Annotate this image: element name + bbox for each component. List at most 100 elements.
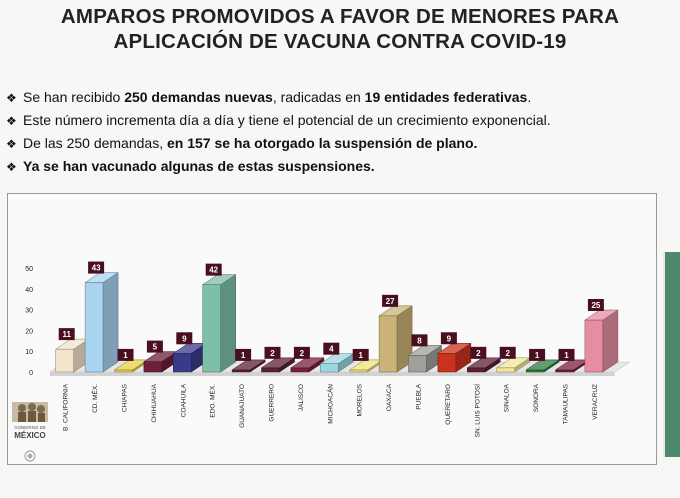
data-label: 4 bbox=[329, 345, 334, 354]
data-label-box bbox=[293, 346, 310, 359]
bar-front bbox=[55, 348, 74, 373]
bar-front bbox=[496, 367, 515, 373]
category-label: GUERRERO bbox=[269, 384, 276, 422]
bar-front bbox=[555, 369, 574, 373]
bar-front bbox=[143, 361, 163, 373]
diamond-bullet-icon: ❖ bbox=[6, 91, 17, 105]
category-label: SN. LUIS POTOSÍ bbox=[472, 384, 481, 438]
chart-frame: 0 10 20 30 40 50 11 B. CALIFORNIA 43 CD. MÉX. 1 CHI… bbox=[7, 193, 657, 465]
data-label-box bbox=[88, 261, 105, 274]
data-label: 2 bbox=[476, 349, 481, 358]
data-label-box bbox=[205, 263, 222, 276]
bar-front bbox=[261, 367, 280, 373]
data-label: 9 bbox=[447, 334, 452, 343]
data-label: 11 bbox=[62, 330, 71, 339]
diamond-bullet-icon: ❖ bbox=[6, 137, 17, 151]
category-label: CHIHUAHUA bbox=[151, 383, 158, 422]
bar-top bbox=[231, 359, 266, 371]
bar-front bbox=[320, 363, 339, 373]
y-tick-label: 20 bbox=[25, 328, 33, 335]
category-label: VERACRUZ bbox=[592, 384, 599, 420]
data-label-box bbox=[235, 348, 252, 361]
data-label-box bbox=[587, 299, 604, 311]
y-tick-label: 40 bbox=[25, 287, 33, 294]
bar-front bbox=[467, 367, 486, 373]
data-label: 1 bbox=[123, 351, 128, 360]
data-label-box bbox=[499, 346, 516, 359]
data-label-box bbox=[529, 348, 546, 361]
bar-side bbox=[102, 272, 119, 373]
data-label: 2 bbox=[270, 349, 275, 358]
bar-front bbox=[408, 355, 427, 373]
chart-floor-edge bbox=[50, 372, 615, 376]
bar-front bbox=[114, 369, 133, 373]
category-label: SINALOA bbox=[504, 383, 511, 412]
bullet-list: ❖ Se han recibido 250 demandas nuevas, ra… bbox=[6, 86, 676, 178]
data-label-box bbox=[58, 328, 75, 341]
category-label: JALISCO bbox=[298, 384, 305, 411]
bar-front bbox=[202, 284, 221, 373]
side-panel bbox=[665, 252, 680, 457]
bar-front bbox=[231, 369, 251, 373]
category-label: B. CALIFORNIA bbox=[63, 383, 70, 431]
data-label: 9 bbox=[182, 334, 187, 343]
bar-top bbox=[201, 274, 237, 285]
bar-top bbox=[378, 305, 413, 317]
bar-top bbox=[84, 272, 119, 283]
slide-title: AMPAROS PROMOVIDOS A FAVOR DE MENORES PA… bbox=[0, 4, 680, 54]
data-label: 1 bbox=[535, 351, 540, 360]
category-label: SONORA bbox=[533, 383, 540, 412]
data-label-box bbox=[440, 332, 457, 345]
data-label-box bbox=[117, 348, 134, 361]
bar-front bbox=[584, 319, 604, 373]
category-label: COAHUILA bbox=[180, 383, 187, 417]
category-label: MORELOS bbox=[357, 383, 364, 416]
bar-top bbox=[584, 309, 619, 321]
bar-front bbox=[290, 367, 310, 373]
data-label-box bbox=[323, 342, 340, 355]
category-label: GUANAJUATO bbox=[239, 384, 246, 428]
y-tick-label: 0 bbox=[29, 370, 33, 377]
bar-front bbox=[173, 353, 192, 373]
data-label-box bbox=[470, 346, 487, 359]
slide-title-line2: APLICACIÓN DE VACUNA CONTRA COVID-19 bbox=[113, 30, 567, 53]
data-label-box bbox=[264, 346, 281, 359]
category-label: CHIAPAS bbox=[122, 383, 129, 412]
data-label-box bbox=[558, 348, 575, 361]
data-label: 5 bbox=[153, 343, 158, 352]
data-label: 2 bbox=[300, 349, 305, 358]
category-label: OAXACA bbox=[386, 383, 393, 411]
data-label: 1 bbox=[358, 351, 363, 360]
bar-front bbox=[437, 353, 457, 373]
category-label: CD. MÉX. bbox=[90, 384, 99, 413]
category-label: PUEBLA bbox=[416, 383, 423, 409]
bullet-item: ❖ Se han recibido 250 demandas nuevas, ra… bbox=[6, 86, 676, 109]
y-tick-label: 30 bbox=[25, 308, 33, 315]
bullet-item: ❖ Este número incrementa día a día y tien… bbox=[6, 109, 676, 132]
data-label-box bbox=[411, 334, 428, 347]
bar-front bbox=[349, 369, 368, 373]
bar-top bbox=[437, 343, 472, 354]
bar-front bbox=[84, 282, 104, 373]
y-tick-label: 50 bbox=[25, 266, 33, 273]
bar-top bbox=[290, 357, 325, 369]
data-label-box bbox=[382, 294, 399, 307]
data-label: 1 bbox=[241, 351, 246, 360]
data-label-box bbox=[146, 340, 163, 353]
category-label: QUERETARO bbox=[445, 384, 452, 425]
bullet-item: ❖ De las 250 demandas, en 157 se ha otorg… bbox=[6, 132, 676, 155]
bar-top bbox=[407, 345, 443, 356]
data-label-box bbox=[176, 332, 193, 345]
bar-front bbox=[378, 315, 398, 373]
data-label: 25 bbox=[591, 301, 600, 310]
data-label: 27 bbox=[386, 297, 395, 306]
diamond-bullet-icon: ❖ bbox=[6, 160, 17, 174]
data-label: 2 bbox=[505, 349, 510, 358]
category-label: MICHOACÁN bbox=[325, 384, 334, 424]
data-label-box bbox=[352, 348, 369, 361]
bullet-item: ❖ Ya se han vacunado algunas de estas sus… bbox=[6, 155, 676, 178]
slide-title-line1: AMPAROS PROMOVIDOS A FAVOR DE MENORES PA… bbox=[60, 5, 620, 28]
logo-text-line2: MÉXICO bbox=[14, 431, 46, 440]
gobierno-de-mexico-logo-icon: GOBIERNO DE MÉXICO bbox=[12, 402, 48, 462]
